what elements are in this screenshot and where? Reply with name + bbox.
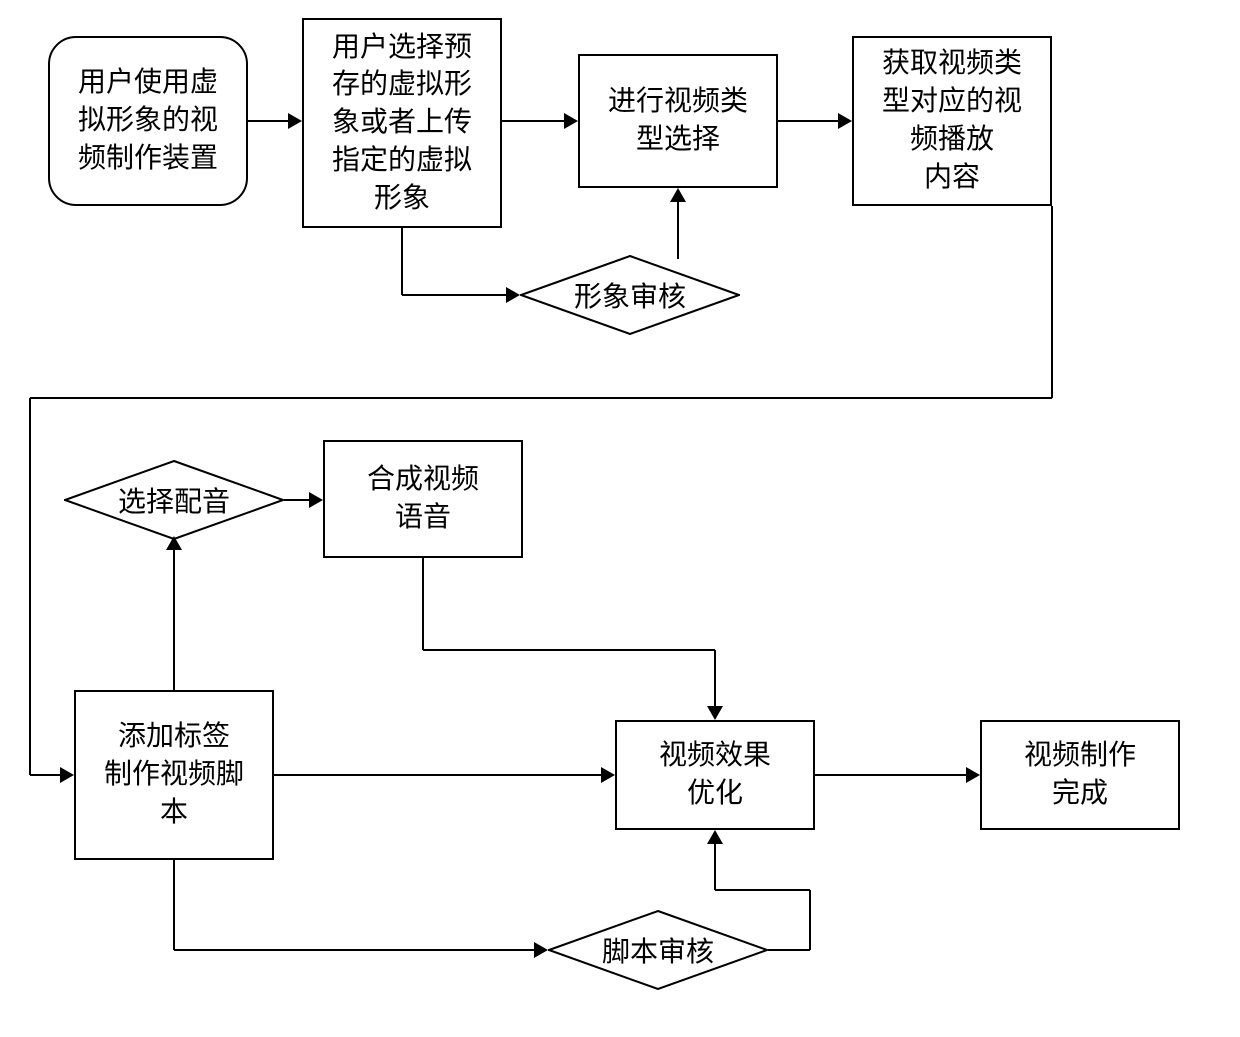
node-label: 用户使用虚拟形象的视频制作装置 — [78, 64, 218, 177]
decision-select-voiceover: 选择配音 — [64, 460, 284, 540]
node-label: 进行视频类型选择 — [608, 83, 748, 159]
decision-avatar-review: 形象审核 — [520, 255, 740, 335]
decision-label: 形象审核 — [574, 275, 686, 315]
decision-label: 选择配音 — [118, 480, 230, 520]
node-label: 视频制作完成 — [1024, 737, 1136, 813]
node-add-tags-script: 添加标签制作视频脚本 — [74, 690, 274, 860]
node-label: 添加标签制作视频脚本 — [104, 718, 244, 831]
node-label: 视频效果优化 — [659, 737, 771, 813]
node-optimize-effects: 视频效果优化 — [615, 720, 815, 830]
node-select-video-type: 进行视频类型选择 — [578, 54, 778, 188]
node-get-content: 获取视频类型对应的视频播放内容 — [852, 36, 1052, 206]
node-synthesize-audio: 合成视频语音 — [323, 440, 523, 558]
node-label: 获取视频类型对应的视频播放内容 — [882, 45, 1022, 196]
flowchart-canvas: 用户使用虚拟形象的视频制作装置 用户选择预存的虚拟形象或者上传指定的虚拟形象 进… — [0, 0, 1240, 1037]
decision-script-review: 脚本审核 — [548, 910, 768, 990]
decision-label: 脚本审核 — [602, 930, 714, 970]
node-complete: 视频制作完成 — [980, 720, 1180, 830]
node-label: 用户选择预存的虚拟形象或者上传指定的虚拟形象 — [332, 29, 472, 218]
node-start: 用户使用虚拟形象的视频制作装置 — [48, 36, 248, 206]
node-select-avatar: 用户选择预存的虚拟形象或者上传指定的虚拟形象 — [302, 18, 502, 228]
node-label: 合成视频语音 — [367, 461, 479, 537]
